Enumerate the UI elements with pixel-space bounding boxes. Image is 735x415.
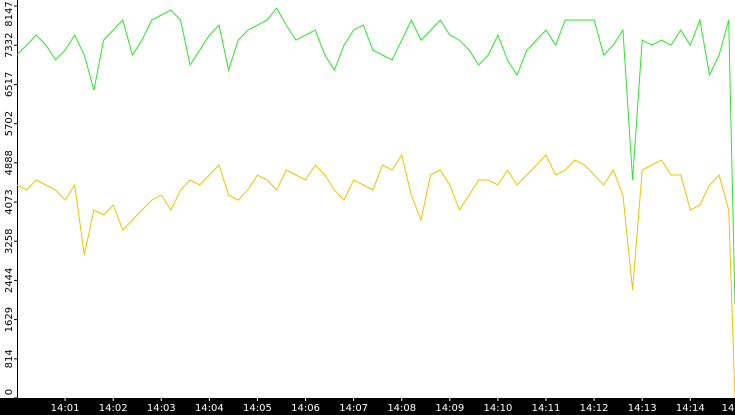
- y-tick-label: 4888: [4, 150, 15, 175]
- series-line: [16, 153, 735, 399]
- x-tick-label: 14:14: [676, 403, 705, 414]
- x-tick-label: 14:09: [435, 403, 464, 414]
- y-tick-label: 1629: [4, 307, 15, 332]
- x-axis-band: [0, 398, 735, 415]
- y-tick-label: 3258: [4, 229, 15, 254]
- x-tick-label: 14:13: [628, 403, 657, 414]
- y-tick-label: 814: [4, 349, 15, 368]
- x-tick-label: 14:05: [243, 403, 272, 414]
- y-tick-label: 7332: [4, 32, 15, 57]
- y-tick-label: 2444: [4, 268, 15, 293]
- x-tick-label: 14:02: [99, 403, 128, 414]
- x-tick-label: 14:04: [195, 403, 224, 414]
- x-tick-label: 14:12: [580, 403, 609, 414]
- y-tick-label: 4073: [4, 189, 15, 214]
- x-tick-label: 14:10: [483, 403, 512, 414]
- x-tick-label: 14:03: [147, 403, 176, 414]
- x-tick-label: 14:07: [339, 403, 368, 414]
- x-tick-label: 14:11: [532, 403, 561, 414]
- x-tick-label: 14:08: [387, 403, 416, 414]
- series-line: [16, 7, 735, 306]
- x-tick-label: 14:06: [291, 403, 320, 414]
- y-tick-label: 8147: [4, 1, 15, 26]
- x-tick-label: 14: [722, 403, 735, 414]
- y-tick-label: 0: [4, 389, 15, 395]
- y-tick-label: 5702: [4, 111, 15, 136]
- x-tick-label: 14:01: [51, 403, 80, 414]
- y-tick-label: 6517: [4, 72, 15, 97]
